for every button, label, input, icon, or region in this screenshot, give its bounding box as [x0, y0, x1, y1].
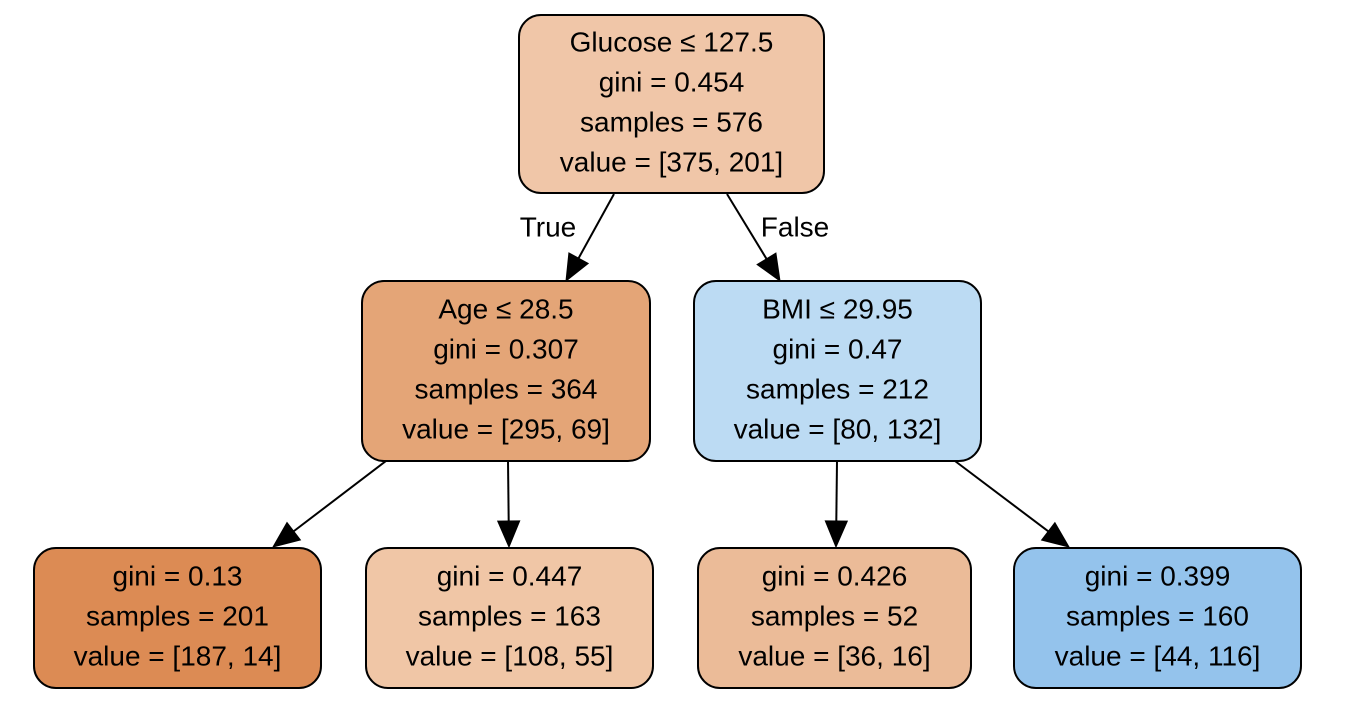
edge-line — [293, 460, 387, 533]
edge-line — [835, 460, 838, 522]
node-text-line: value = [44, 116] — [1055, 640, 1261, 671]
tree-node-left-right: gini = 0.447 samples = 163 value = [108, 5… — [365, 547, 654, 689]
node-box — [697, 547, 972, 689]
node-text-line: value = [80, 132] — [734, 413, 942, 444]
node-box — [361, 280, 651, 462]
node-text-line: Glucose ≤ 127.5 — [570, 26, 774, 57]
arrowhead-icon — [756, 252, 781, 283]
tree-node-left: Age ≤ 28.5 gini = 0.307 samples = 364 value… — [361, 280, 651, 462]
node-text-line: gini = 0.47 — [773, 333, 903, 364]
edge-right-to-right-right — [954, 460, 1071, 548]
nodes-layer: Glucose ≤ 127.5 gini = 0.454 samples = 576… — [33, 14, 1302, 689]
node-text-line: value = [108, 55] — [406, 640, 614, 671]
node-text-line: gini = 0.447 — [437, 560, 583, 591]
node-text-line: samples = 160 — [1066, 600, 1249, 631]
edge-left-to-left-right — [496, 460, 521, 549]
edge-line — [577, 193, 615, 259]
edge-label-false: False — [761, 211, 829, 242]
node-text-line: samples = 212 — [746, 373, 929, 404]
arrowhead-icon — [271, 521, 302, 548]
node-text-line: samples = 576 — [580, 106, 763, 137]
node-box — [518, 14, 825, 194]
node-box — [1013, 547, 1302, 689]
node-text-line: BMI ≤ 29.95 — [762, 293, 913, 324]
edge-root-to-left: True — [520, 193, 615, 283]
node-text-line: value = [187, 14] — [74, 640, 282, 671]
edge-left-to-left-left — [271, 460, 387, 548]
edge-root-to-right: False — [726, 193, 829, 283]
edge-label-true: True — [520, 211, 577, 242]
edges-layer: True False — [271, 193, 1071, 549]
node-text-line: value = [375, 201] — [560, 146, 783, 177]
node-box — [693, 280, 982, 462]
tree-node-right-right: gini = 0.399 samples = 160 value = [44, 11… — [1013, 547, 1302, 689]
arrowhead-icon — [496, 520, 521, 549]
node-text-line: value = [36, 16] — [738, 640, 930, 671]
node-text-line: samples = 163 — [418, 600, 601, 631]
node-text-line: gini = 0.454 — [599, 66, 745, 97]
node-box — [365, 547, 654, 689]
edge-line — [507, 460, 510, 522]
node-text-line: samples = 52 — [751, 600, 918, 631]
tree-node-right-left: gini = 0.426 samples = 52 value = [36, 16] — [697, 547, 972, 689]
tree-node-root: Glucose ≤ 127.5 gini = 0.454 samples = 576… — [518, 14, 825, 194]
node-text-line: gini = 0.399 — [1085, 560, 1231, 591]
tree-node-right: BMI ≤ 29.95 gini = 0.47 samples = 212 value… — [693, 280, 982, 462]
arrowhead-icon — [1040, 521, 1071, 548]
edge-right-to-right-left — [824, 460, 849, 549]
node-text-line: gini = 0.426 — [762, 560, 908, 591]
arrowhead-icon — [824, 520, 849, 549]
edge-line — [726, 193, 768, 260]
node-box — [33, 547, 322, 689]
edge-line — [954, 460, 1049, 533]
node-text-line: gini = 0.13 — [113, 560, 243, 591]
arrowhead-icon — [565, 252, 590, 283]
node-text-line: gini = 0.307 — [433, 333, 579, 364]
tree-node-left-left: gini = 0.13 samples = 201 value = [187, 14… — [33, 547, 322, 689]
node-text-line: samples = 364 — [415, 373, 598, 404]
node-text-line: value = [295, 69] — [402, 413, 610, 444]
node-text-line: samples = 201 — [86, 600, 269, 631]
node-text-line: Age ≤ 28.5 — [438, 293, 573, 324]
